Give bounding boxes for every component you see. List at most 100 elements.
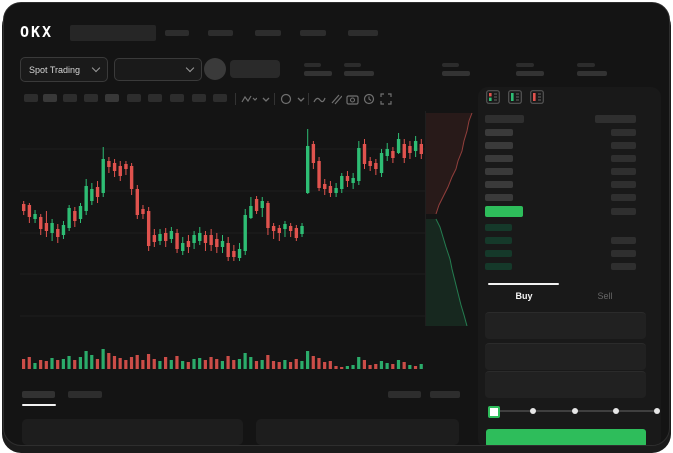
volume-bars [22,349,423,369]
candle-body [413,141,418,151]
nav-item-3[interactable] [255,30,281,36]
slider-step-dot[interactable] [530,408,537,414]
pair-dropdown[interactable] [114,58,202,81]
book-asks-only-icon[interactable] [530,90,544,104]
candle-body [226,243,230,257]
total-input[interactable] [485,371,646,398]
candle-body [146,211,151,246]
timeframe-button-4[interactable] [84,94,98,102]
timeframe-button-5[interactable] [105,94,119,102]
volume-bar [277,362,281,369]
depth-bids-line [435,218,468,326]
price-input[interactable] [485,312,646,339]
candle-body [101,159,105,193]
volume-bar [203,360,207,369]
last-price-highlight[interactable] [485,206,523,217]
camera-icon[interactable] [346,93,359,105]
book-header-amount [595,115,636,123]
candle-body [135,189,139,215]
volume-bar [129,357,134,369]
depth-asks-line [435,112,473,215]
chevron-down-icon[interactable] [296,96,306,104]
open-orders-panel [22,419,243,445]
candle-body [311,144,316,163]
slider-step-dot[interactable] [612,408,619,414]
timeframe-button-7[interactable] [148,94,162,102]
candle-body [22,204,26,211]
line-tool-icon[interactable] [313,95,326,104]
book-bids-only-icon[interactable] [508,90,522,104]
volume-bar [95,359,100,369]
candle-body [300,226,304,234]
candle-body [419,144,423,154]
volume-bar [73,360,77,369]
volume-bar [249,357,253,369]
timeframe-button-3[interactable] [63,94,77,102]
fullscreen-icon[interactable] [380,93,392,105]
candle-body [90,189,94,201]
timeframe-button-6[interactable] [127,94,141,102]
volume-bar [61,359,65,369]
candle-body [95,187,100,197]
timeframe-button-10[interactable] [213,94,227,102]
tab-sell[interactable]: Sell [597,291,613,301]
candle-body [340,176,344,189]
volume-bar [419,364,423,369]
buy-tab-indicator [488,283,559,285]
candle-body [44,223,49,231]
bottom-link-1[interactable] [388,391,421,398]
volume-bar [27,357,31,369]
nav-item-5[interactable] [348,30,378,36]
candle-body [379,153,384,173]
volume-bar [340,367,344,369]
depth-chart[interactable] [425,111,476,326]
volume-bar [67,356,71,369]
candle-body [232,251,236,257]
volume-bar [283,360,287,369]
nav-item-1[interactable] [165,30,189,36]
okx-logo[interactable]: OKX [20,23,54,41]
candlestick-chart[interactable] [20,111,425,331]
candle-body [56,229,60,237]
pair-name-placeholder [230,60,280,78]
volume-bar [50,358,54,369]
timeframe-button-9[interactable] [192,94,206,102]
market-type-label: Spot Trading [29,64,81,75]
amount-input[interactable] [485,343,646,370]
volume-bar [56,360,60,369]
slider-step-dot[interactable] [571,408,578,414]
candle-body [209,235,213,245]
candle-style-icon[interactable] [241,94,257,105]
candle-body [118,166,122,176]
candle-body [306,146,310,193]
volume-bar [186,362,190,369]
indicator-icon[interactable] [280,93,292,105]
timeframe-button-8[interactable] [170,94,184,102]
tab-buy[interactable]: Buy [515,291,533,301]
slider-handle[interactable] [488,406,500,418]
timeframe-button-2[interactable] [43,94,57,102]
slider-step-dot[interactable] [654,408,661,414]
buy-submit-button[interactable] [486,429,646,445]
history-clock-icon[interactable] [363,93,375,105]
bottom-link-2[interactable] [430,391,460,398]
timeframe-button-1[interactable] [24,94,38,102]
bottom-tab-history[interactable] [68,391,102,398]
nav-item-4[interactable] [300,30,326,36]
market-type-dropdown[interactable]: Spot Trading [20,57,108,82]
bottom-tab-orders[interactable] [22,391,55,398]
parallel-lines-icon[interactable] [330,93,342,105]
candle-body [357,148,361,181]
candle-body [61,225,66,235]
volume-bar [152,359,156,369]
chevron-down-icon [185,63,195,73]
nav-item-2[interactable] [208,30,233,36]
volume-bar [164,357,168,369]
volume-bar [402,362,406,369]
book-header-price [485,115,524,123]
book-both-icon[interactable] [486,90,500,104]
chevron-down-icon[interactable] [261,96,271,104]
candle-body [67,208,71,228]
candle-body [107,161,111,167]
header-search-placeholder[interactable] [70,25,156,41]
